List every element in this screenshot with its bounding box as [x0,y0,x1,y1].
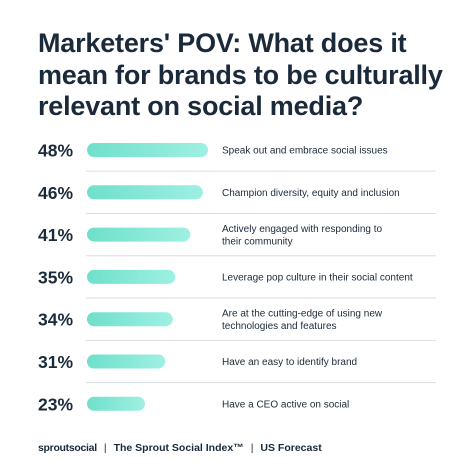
category-label: Actively engaged with responding to their… [222,224,383,248]
category-label: Champion diversity, equity and inclusion [222,188,400,199]
category-label-line: Have an easy to identify brand [222,357,357,368]
category-label-line: Speak out and embrace social issues [222,146,388,157]
category-label-line: Actively engaged with responding to [222,224,383,235]
footer-separator: | [103,442,107,454]
footer-brand-logo: sproutsocial [38,442,97,454]
category-label: Leverage pop culture in their social con… [222,272,413,283]
value-label: 46% [38,183,73,203]
footer: sproutsocial | The Sprout Social Index™ … [38,442,322,454]
bar [87,143,208,157]
category-label-line: Have a CEO active on social [222,399,349,410]
bar [87,269,176,284]
category-label-line: Champion diversity, equity and inclusion [222,188,400,199]
bar [87,185,203,200]
value-label: 34% [38,310,73,330]
category-label-line: technologies and features [222,321,337,332]
category-label-line: Leverage pop culture in their social con… [222,272,413,283]
chart-title: Marketers' POV: What does it mean for br… [38,28,443,121]
category-label: Speak out and embrace social issues [222,146,388,157]
footer-separator-2: | [250,442,254,454]
value-label: 48% [38,141,73,161]
bar [87,312,173,327]
bar [87,396,145,411]
value-label: 31% [38,352,73,372]
category-label: Are at the cutting-edge of using new tech… [222,308,383,332]
category-label: Have a CEO active on social [222,399,349,410]
footer-report-name: The Sprout Social Index™ [113,442,244,454]
bar [87,227,191,242]
bar [87,354,166,369]
value-label: 23% [38,394,73,414]
category-label-line: their community [222,236,293,247]
category-label: Have an easy to identify brand [222,357,357,368]
value-label: 35% [38,267,73,287]
category-label-line: Are at the cutting-edge of using new [222,308,383,319]
footer-region: US Forecast [260,442,322,454]
value-label: 41% [38,225,73,245]
